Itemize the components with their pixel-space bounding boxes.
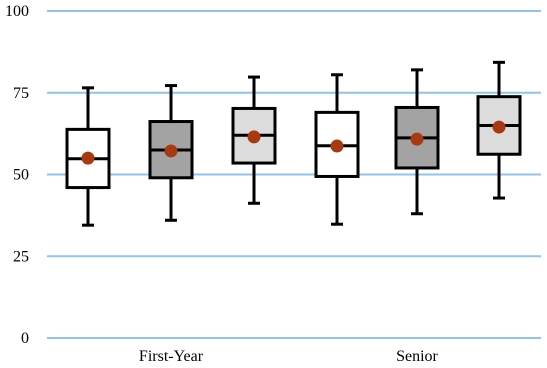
box-group (231, 75, 277, 205)
box-group (148, 84, 194, 222)
x-category-label: Senior (396, 348, 438, 365)
mean-marker (330, 139, 344, 153)
mean-marker (492, 120, 506, 134)
box-group (394, 68, 440, 216)
mean-marker (247, 130, 261, 144)
y-tick-label: 75 (13, 85, 29, 102)
y-tick-label: 50 (13, 167, 29, 184)
y-tick-label: 100 (5, 3, 29, 20)
box-group (314, 73, 360, 226)
x-axis-category-labels: First-Year Senior (139, 348, 439, 365)
y-tick-label: 25 (13, 248, 29, 265)
boxes (65, 60, 522, 227)
mean-marker (81, 151, 95, 165)
box-group (476, 60, 522, 200)
y-axis-tick-labels: 0 25 50 75 100 (5, 3, 29, 347)
y-tick-label: 0 (21, 330, 29, 347)
x-category-label: First-Year (139, 348, 204, 365)
box-group (65, 86, 111, 227)
gridlines (47, 10, 541, 339)
mean-marker (410, 132, 424, 146)
mean-marker (164, 144, 178, 158)
